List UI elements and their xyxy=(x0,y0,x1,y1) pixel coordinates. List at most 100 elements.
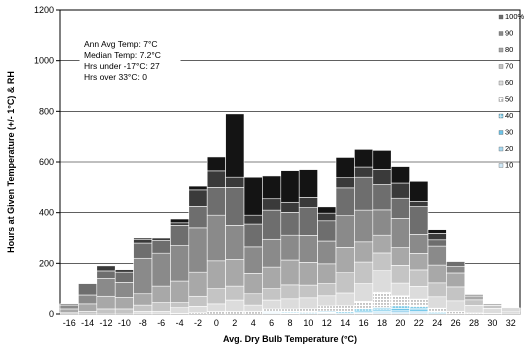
bar-segment xyxy=(317,305,337,312)
x-tick-label: 26 xyxy=(451,318,461,328)
x-tick-label: 0 xyxy=(214,318,219,328)
bar-segment xyxy=(170,245,190,282)
bar-segment xyxy=(243,246,263,274)
bar-segment xyxy=(390,282,410,297)
legend-label: 30 xyxy=(505,128,513,137)
bars xyxy=(59,113,521,315)
bar-segment xyxy=(188,189,208,207)
bar-segment xyxy=(372,150,392,170)
bar-segment xyxy=(298,297,318,309)
bar-segment xyxy=(501,310,521,315)
bar-segment xyxy=(427,239,447,247)
bar-segment xyxy=(354,176,374,211)
annotation-box: Ann Avg Temp: 7°C Median Temp: 7.2°C Hrs… xyxy=(79,35,181,85)
bar-segment xyxy=(317,283,337,297)
bar-segment xyxy=(151,240,171,254)
legend-label: 40 xyxy=(505,111,513,120)
bar-segment xyxy=(170,307,190,314)
bar-segment xyxy=(114,282,134,298)
x-tick-label: -14 xyxy=(81,318,94,328)
y-tick-label: 400 xyxy=(39,208,54,218)
bar-segment xyxy=(225,311,245,315)
legend-swatch xyxy=(498,64,504,69)
legend-label: 10 xyxy=(505,161,513,170)
bar-segment xyxy=(372,252,392,271)
bar-segment xyxy=(335,187,355,217)
bar-segment xyxy=(409,206,429,235)
bar-segment xyxy=(114,297,134,310)
bar-segment xyxy=(354,308,374,312)
bar-segment xyxy=(390,310,410,314)
bar-segment xyxy=(335,305,355,313)
bar-segment xyxy=(206,170,226,188)
bar-segment xyxy=(243,311,263,315)
legend-label: 50 xyxy=(505,95,513,104)
bar-segment xyxy=(206,214,226,262)
bar-segment xyxy=(390,218,410,248)
bar-segment xyxy=(243,273,263,295)
legend-swatch xyxy=(498,130,504,135)
x-tick-label: 8 xyxy=(287,318,292,328)
bar-segment xyxy=(298,308,318,313)
bar-segment xyxy=(446,300,466,312)
x-axis-label: Avg. Dry Bulb Temperature (°C) xyxy=(223,334,357,344)
bar-segment xyxy=(317,212,337,222)
bar-segment xyxy=(206,303,226,312)
bar-segment xyxy=(114,269,134,273)
bar-segment xyxy=(262,175,282,200)
bar-segment xyxy=(372,270,392,293)
x-tick-label: 24 xyxy=(432,318,442,328)
bar-segment xyxy=(427,233,447,241)
bar-segment xyxy=(170,280,190,303)
bar-segment xyxy=(188,227,208,273)
bar-segment xyxy=(372,291,392,308)
bar-segment xyxy=(317,240,337,265)
bar-segment xyxy=(188,295,208,307)
bar-segment xyxy=(243,223,263,248)
bar-segment xyxy=(390,308,410,312)
legend-label: 80 xyxy=(505,45,513,54)
bar-segment xyxy=(114,271,134,283)
bar-segment xyxy=(390,197,410,219)
bar-segment xyxy=(427,229,447,234)
bar-segment xyxy=(427,264,447,284)
bar-segment xyxy=(188,271,208,297)
bar-segment xyxy=(464,305,484,314)
x-tick-label: 16 xyxy=(359,318,369,328)
bar-segment xyxy=(96,308,116,315)
bar-segment xyxy=(280,201,300,213)
y-axis-ticks: 0 200 400 600 800 1000 1200 xyxy=(34,5,60,319)
bar-segment xyxy=(335,272,355,294)
legend-swatch xyxy=(498,47,504,53)
legend-label: 70 xyxy=(505,62,513,71)
bar-segment xyxy=(390,305,410,309)
bar-segment xyxy=(151,285,171,303)
bar-segment xyxy=(298,262,318,286)
bar-segment xyxy=(409,308,429,312)
bar-segment xyxy=(170,218,190,224)
bar-segment xyxy=(206,311,226,315)
bar-segment xyxy=(280,298,300,310)
bar-segment xyxy=(170,225,190,246)
bar-segment xyxy=(133,311,153,315)
bar-segment xyxy=(390,247,410,266)
bar-segment xyxy=(262,299,282,310)
bar-segment xyxy=(372,209,392,236)
bar-segment xyxy=(335,292,355,306)
bar-segment xyxy=(409,201,429,207)
bar-segment xyxy=(78,311,98,315)
bar-segment xyxy=(317,295,337,307)
bar-segment xyxy=(96,295,116,310)
x-tick-label: -16 xyxy=(63,318,76,328)
bar-segment xyxy=(114,308,134,315)
x-axis-ticks: -16 -14 -12 -10 -8 -6 -4 -2 0 2 4 6 8 10 12 14 16 18 20 22 2… xyxy=(63,318,516,328)
x-tick-label: 32 xyxy=(506,318,516,328)
bar-segment xyxy=(298,169,318,198)
bar-segment xyxy=(298,284,318,299)
bar-segment xyxy=(280,170,300,203)
bar-segment xyxy=(317,220,337,242)
bar-segment xyxy=(390,265,410,284)
legend: 100% 90 80 70 60 50 40 30 20 10 xyxy=(498,12,525,170)
bar-segment xyxy=(446,266,466,274)
bar-segment xyxy=(151,252,171,287)
